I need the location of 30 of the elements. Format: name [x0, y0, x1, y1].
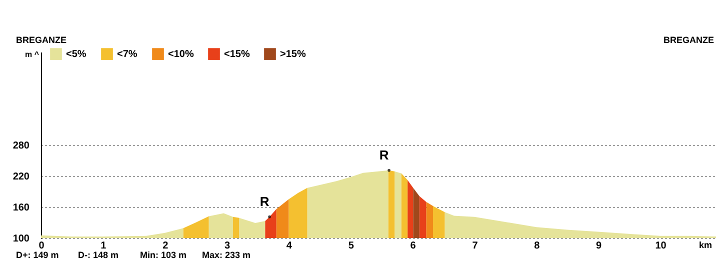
- legend-label: <5%: [66, 49, 86, 60]
- x-tick-label: 7: [472, 240, 478, 252]
- y-tick-label: 220: [12, 172, 30, 182]
- legend-label: <7%: [117, 49, 138, 60]
- x-tick-label: 5: [348, 240, 354, 252]
- y-tick-label: 100: [12, 234, 30, 244]
- x-tick-label: 9: [596, 240, 602, 252]
- x-tick-label: 8: [534, 240, 540, 252]
- x-tick-label: 3: [224, 240, 230, 252]
- chart-title: BREGANZE: [16, 35, 67, 45]
- x-axis-title: km: [698, 240, 712, 250]
- annotation: R: [260, 194, 270, 209]
- x-tick-label: 10: [655, 240, 667, 252]
- text: D+: 149 m: [16, 250, 59, 260]
- annotation: R: [379, 147, 390, 162]
- y-tick-label: 160: [12, 202, 30, 214]
- y-tick-label: 280: [12, 140, 30, 152]
- text: Min: 103 m: [140, 250, 187, 260]
- legend-label: <10%: [168, 49, 194, 60]
- x-tick-label: 2: [162, 240, 169, 252]
- legend-label: >15%: [280, 49, 306, 60]
- text: D-: 148 m: [78, 250, 119, 260]
- text: Max: 233 m: [202, 250, 251, 260]
- legend-label: <15%: [224, 49, 250, 60]
- x-tick-label: 6: [410, 240, 416, 252]
- x-tick-label: 1: [100, 240, 107, 252]
- x-tick-label: 4: [286, 240, 292, 252]
- x-tick-label: 0: [38, 240, 45, 252]
- y-axis-title: m ^: [24, 50, 40, 59]
- text: BREGANZE: [663, 35, 714, 45]
